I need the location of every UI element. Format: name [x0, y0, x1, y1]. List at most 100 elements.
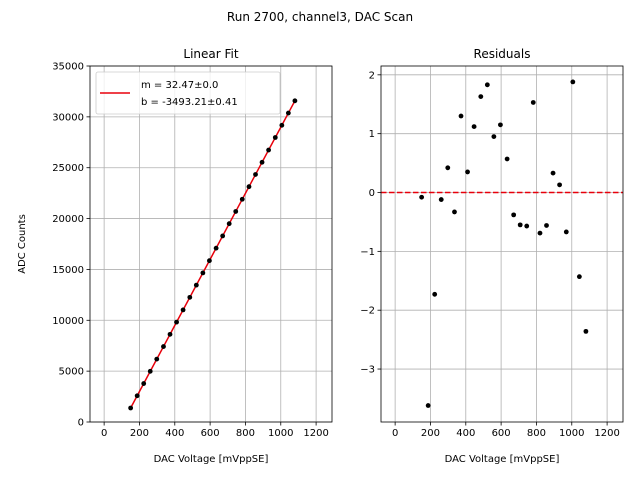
linear-fit-marks: [128, 98, 298, 411]
linear-fit-data-point: [285, 110, 291, 116]
linear-fit-data-point: [128, 405, 134, 411]
linear-fit-data-point: [167, 331, 173, 337]
linear-fit-data-point: [187, 294, 193, 300]
linear-fit-xtick-label: 1000: [268, 428, 293, 439]
residuals-data-point: [478, 94, 484, 99]
residuals-data-point: [471, 124, 477, 130]
linear-fit-ytick-label: 20000: [52, 214, 84, 225]
linear-fit-ytick-label: 25000: [52, 163, 84, 174]
residuals-axes-frame: [380, 65, 624, 423]
linear-fit-legend: m = 32.47±0.0 b = -3493.21±0.41: [95, 71, 281, 115]
legend-b-text: b = -3493.21±0.41: [141, 97, 238, 108]
residuals-marks: [381, 79, 623, 408]
residuals-title: Residuals: [474, 47, 531, 61]
residuals-data-point: [432, 291, 438, 297]
residuals-xtick-label: 0: [392, 428, 398, 439]
linear-fit-data-point: [266, 147, 271, 153]
residuals-data-point: [445, 165, 451, 171]
residuals-data-point: [576, 274, 582, 280]
linear-fit-data-point: [134, 393, 140, 399]
linear-fit-xtick-label: 1200: [303, 428, 328, 439]
residuals-grid: [381, 66, 623, 422]
residuals-data-point: [425, 403, 431, 408]
linear-fit-ylabel: ADC Counts: [17, 214, 28, 274]
linear-fit-data-point: [180, 307, 186, 313]
linear-fit-xlabel: DAC Voltage [mVppSE]: [154, 454, 269, 465]
residuals-data-point: [511, 212, 517, 218]
residuals-data-point: [563, 229, 569, 235]
linear-fit-data-point: [161, 344, 166, 349]
linear-fit-data-point: [174, 319, 179, 325]
linear-fit-data-point: [213, 245, 219, 251]
legend-m-text: m = 32.47±0.0: [141, 80, 218, 91]
residuals-data-point: [465, 169, 470, 175]
residuals-xtick-label: 600: [492, 428, 511, 439]
linear-fit-ytick-label: 35000: [52, 62, 84, 73]
residuals-data-point: [419, 194, 425, 200]
residuals-data-point: [570, 79, 576, 85]
residuals-xlabel: DAC Voltage [mVppSE]: [445, 454, 560, 465]
linear-fit-data-point: [233, 209, 239, 214]
linear-fit-data-point: [193, 282, 199, 288]
residuals-data-point: [537, 230, 543, 236]
residuals-data-point: [524, 223, 530, 229]
residuals-ticks: 0 200 400 600 800 1000 1200 −3 −2 −1 0 1 2: [360, 70, 620, 439]
linear-fit-data-point: [279, 122, 285, 128]
linear-fit-title: Linear Fit: [183, 47, 238, 61]
linear-fit-data-point: [259, 159, 265, 165]
linear-fit-data-point: [154, 356, 160, 362]
linear-fit-ytick-label: 5000: [59, 367, 84, 378]
linear-fit-data-point: [220, 233, 226, 239]
residuals-data-point: [484, 82, 490, 88]
residuals-data-point: [452, 209, 457, 215]
linear-fit-data-point: [207, 258, 212, 264]
linear-fit-data-point: [253, 172, 258, 177]
residuals-data-point: [498, 122, 503, 128]
residuals-xtick-label: 1200: [594, 428, 619, 439]
linear-fit-data-point: [226, 221, 232, 227]
residuals-ytick-label: 0: [369, 188, 375, 199]
residuals-ytick-label: 2: [369, 70, 375, 81]
residuals-data-point: [438, 197, 444, 202]
residuals-data-point: [583, 328, 589, 334]
residuals-ytick-label: −1: [360, 247, 375, 258]
residuals-ytick-label: −3: [360, 365, 375, 376]
linear-fit-ticks: 0 200 400 600 800 1000 1200 0 5000 10000 15000 2000…: [52, 62, 329, 440]
residuals-xtick-label: 400: [456, 428, 475, 439]
residuals-data-point: [530, 100, 536, 105]
linear-fit-panel: 0 200 400 600 800 1000 1200 0 5000 10000 15000 2000…: [17, 47, 333, 465]
figure-suptitle: Run 2700, channel3, DAC Scan: [227, 10, 413, 24]
linear-fit-data-point: [239, 196, 245, 202]
residuals-ytick-label: 1: [369, 129, 375, 140]
residuals-xtick-label: 200: [421, 428, 440, 439]
residuals-xtick-label: 800: [527, 428, 546, 439]
residuals-ytick-label: −2: [360, 306, 375, 317]
linear-fit-axes-frame: [89, 65, 333, 423]
residuals-data-point: [557, 182, 562, 188]
linear-fit-ytick-label: 10000: [52, 316, 84, 327]
linear-fit-ytick-label: 15000: [52, 265, 84, 276]
fit-line: [129, 100, 296, 409]
linear-fit-ytick-label: 0: [78, 418, 84, 429]
residuals-data-point: [458, 113, 464, 119]
residuals-xtick-label: 1000: [559, 428, 584, 439]
residuals-data-point: [544, 223, 549, 228]
linear-fit-xtick-label: 800: [236, 428, 255, 439]
linear-fit-data-point: [292, 98, 298, 104]
linear-fit-grid: [90, 65, 332, 423]
linear-fit-data-point: [272, 135, 278, 140]
linear-fit-xtick-label: 0: [101, 428, 107, 439]
residuals-data-point: [517, 222, 523, 228]
linear-fit-ytick-label: 30000: [52, 112, 84, 123]
linear-fit-data-point: [147, 368, 153, 374]
residuals-data-point: [550, 170, 556, 176]
linear-fit-data-point: [200, 270, 206, 276]
linear-fit-xtick-label: 200: [130, 428, 149, 439]
linear-fit-xtick-label: 600: [201, 428, 220, 439]
linear-fit-data-point: [141, 381, 147, 386]
linear-fit-xtick-label: 400: [165, 428, 184, 439]
residuals-data-point: [491, 134, 497, 140]
residuals-panel: 0 200 400 600 800 1000 1200 −3 −2 −1 0 1 2 Residuals…: [360, 47, 624, 465]
residuals-data-point: [504, 156, 510, 162]
